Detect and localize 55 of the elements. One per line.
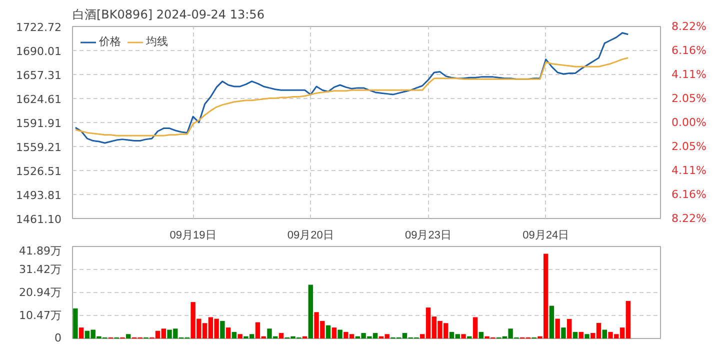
bar (332, 328, 337, 338)
y-tick-label: 1657.31 (16, 69, 62, 82)
bar (561, 328, 566, 338)
x-tick-label: 09月23日 (405, 230, 452, 242)
y2-tick-label: 6.16% (672, 188, 706, 201)
bar (73, 308, 78, 338)
bar (220, 320, 225, 338)
y2-tick-label: 2.05% (672, 140, 706, 153)
y2-tick-label: 8.22% (672, 20, 706, 33)
bar (472, 317, 478, 338)
x-tick-label: 09月24日 (522, 230, 570, 242)
y-tick-label: 10.47万 (19, 309, 62, 322)
y-tick-label: 1461.10 (16, 213, 62, 226)
bar (78, 328, 84, 338)
y-tick-label: 0 (54, 332, 62, 344)
x-tick-label: 09月19日 (170, 230, 216, 242)
bar (572, 332, 578, 338)
bar (238, 334, 242, 338)
y-tick-label: 1690.01 (16, 45, 62, 58)
y2-tick-label: 2.05% (672, 92, 706, 106)
y-tick-label: 1526.51 (16, 164, 62, 178)
bar (126, 334, 131, 338)
y-tick-label: 20.94万 (19, 286, 62, 300)
line-series (74, 57, 629, 136)
bar (326, 325, 331, 338)
bar (602, 330, 607, 338)
y-tick-label: 1559.21 (16, 141, 62, 154)
y-tick-label: 1493.81 (16, 188, 62, 202)
legend-label: 均线 (146, 34, 168, 49)
bar (567, 318, 572, 338)
bar (578, 332, 584, 338)
y2-tick-label: 0.00% (672, 116, 706, 129)
bar (308, 284, 313, 338)
x-tick-label: 09月20日 (287, 230, 334, 242)
bar (461, 334, 466, 338)
bar (584, 334, 590, 338)
y2-tick-label: 6.16% (672, 44, 706, 58)
y2-tick-label: 4.11% (672, 68, 706, 81)
bar (478, 332, 484, 338)
y-tick-label: 1722.72 (16, 21, 62, 34)
bar (338, 330, 342, 338)
bar (232, 332, 237, 338)
y-tick-label: 31.42万 (19, 262, 62, 276)
chart-title: 白酒[BK0896] 2024-09-24 13:56 (72, 8, 264, 22)
y-tick-label: 1624.61 (16, 93, 62, 106)
bar (226, 328, 231, 338)
bar (549, 306, 554, 338)
line-series (74, 32, 629, 144)
y2-tick-label: 8.22% (672, 212, 706, 225)
bar (555, 318, 560, 338)
y-tick-label: 1591.91 (16, 117, 62, 130)
y-tick-label: 41.89万 (19, 244, 62, 258)
bar (278, 333, 284, 338)
legend-label: 价格 (99, 34, 121, 49)
y2-tick-label: 4.11% (672, 164, 706, 177)
